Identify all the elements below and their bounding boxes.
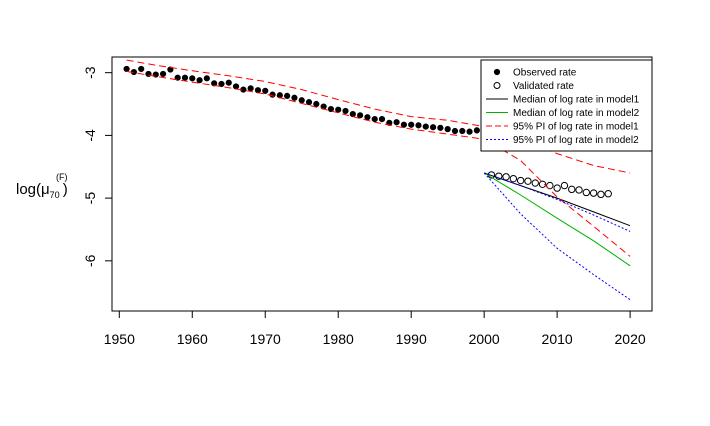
- observed-rate-point: [349, 110, 356, 118]
- x-tick-label: 1960: [177, 331, 208, 347]
- validated-rate-point: [582, 188, 591, 197]
- observed-rate-point: [138, 65, 145, 73]
- y-tick-label: -3: [82, 66, 98, 79]
- x-tick-label: 1950: [104, 331, 135, 347]
- x-tick-label: 2010: [542, 331, 573, 347]
- axes: 1950 1960 1970 1980 1990 2000 2010 2020 -3 -4 -5 -6: [82, 66, 646, 347]
- observed-rate-point: [357, 112, 364, 119]
- y-axis-title-superscript: (F): [56, 172, 68, 182]
- legend-label: Validated rate: [513, 81, 574, 92]
- legend-swatch-validated: [493, 82, 501, 89]
- observed-rate-point: [247, 85, 254, 92]
- validated-rate-point: [560, 181, 569, 190]
- legend-label: Median of log rate in model1: [513, 95, 640, 106]
- observed-rate-point: [203, 75, 210, 82]
- y-axis-title: log(μ70) (F): [16, 172, 68, 200]
- observed-rate-point: [342, 107, 349, 115]
- y-tick-label: -4: [82, 129, 98, 142]
- median-of-log-rate-in-model2-line: [483, 172, 631, 267]
- observed-rate-point: [400, 121, 407, 128]
- observed-rate-point: [189, 75, 196, 82]
- y-tick-label: -6: [82, 254, 98, 267]
- y-axis-title-close: ): [63, 181, 68, 198]
- observed-rate-point: [473, 127, 480, 134]
- x-tick-label: 2020: [615, 331, 646, 347]
- legend-label: 95% PI of log rate in model2: [513, 135, 639, 146]
- observed-rate-point: [437, 124, 444, 131]
- validated-rate-point: [589, 189, 598, 197]
- observed-rate-point: [371, 115, 378, 123]
- observed-rate-point: [254, 87, 262, 94]
- legend-label: Median of log rate in model2: [513, 108, 640, 119]
- x-tick-label: 1980: [323, 331, 354, 347]
- observed-rate-point: [415, 122, 422, 129]
- y-axis-title-subscript: 70: [50, 190, 60, 200]
- observed-rate-point: [422, 123, 429, 130]
- legend: Observed rate Validated rate Median of log…: [480, 59, 653, 152]
- validated-rate-point: [597, 190, 605, 199]
- y-axis-title-symbol: μ: [41, 181, 50, 198]
- observed-rate-point: [232, 83, 240, 90]
- legend-box: [480, 59, 653, 152]
- observed-rate-point: [451, 127, 459, 135]
- validated-rate-point: [553, 184, 561, 192]
- observed-rate-point: [444, 126, 451, 133]
- x-tick-label: 1970: [250, 331, 281, 347]
- validated-rate-point: [568, 185, 576, 194]
- 95-pi-of-log-rate-in-model2-lower-line: [483, 172, 631, 301]
- x-tick-label: 1990: [396, 331, 427, 347]
- 95-pi-of-log-rate-in-model1-upper-line: [126, 59, 631, 174]
- observed-rate-point: [393, 119, 400, 126]
- x-tick-label: 2000: [469, 331, 500, 347]
- observed-rate-point: [364, 114, 371, 121]
- observed-rate-point: [159, 70, 167, 78]
- observed-rate-point: [429, 124, 437, 131]
- validated-rate-point: [546, 181, 554, 190]
- validated-rate-point: [524, 177, 532, 185]
- observed-rate-point: [181, 74, 189, 81]
- validated-rate-point: [604, 190, 612, 198]
- observed-rate-point: [408, 121, 415, 128]
- 95-pi-of-log-rate-in-model1-lower-line: [126, 70, 631, 257]
- observed-rate-point: [284, 92, 291, 99]
- observed-rate-point: [466, 128, 473, 135]
- svg-text:log(μ70): log(μ70): [16, 181, 68, 200]
- legend-label: Observed rate: [513, 68, 577, 79]
- validated-rate-point: [575, 186, 583, 194]
- y-tick-label: -5: [82, 192, 98, 205]
- observed-rate-point: [291, 94, 298, 101]
- validated-rate-point: [531, 179, 539, 187]
- observed-rate-point: [276, 92, 283, 99]
- observed-rate-point: [218, 80, 225, 88]
- observed-rate-point: [262, 87, 269, 94]
- validated-rate-point: [538, 180, 547, 189]
- observed-rate-point: [305, 99, 313, 106]
- observed-rate-point: [196, 77, 203, 84]
- 95-pi-of-log-rate-in-model2-upper-line: [484, 172, 631, 232]
- legend-swatch-observed: [493, 68, 501, 76]
- observed-rate-point: [335, 106, 342, 113]
- observed-rate-point: [123, 65, 130, 73]
- validated-rate-point: [495, 172, 503, 180]
- validated-rate-point: [509, 174, 518, 183]
- observed-rate-point: [174, 74, 181, 81]
- observed-rate-point: [327, 105, 335, 113]
- observed-rate-point: [298, 97, 305, 104]
- observed-rate-point: [378, 115, 386, 123]
- observed-rate-point: [313, 100, 320, 108]
- legend-label: 95% PI of log rate in model1: [513, 122, 639, 133]
- y-axis-title-base: log(: [16, 181, 41, 198]
- validated-rate-point: [502, 173, 510, 181]
- observed-rate-point: [225, 79, 232, 86]
- validated-rate-point: [516, 176, 525, 185]
- observed-rate-point: [459, 127, 466, 135]
